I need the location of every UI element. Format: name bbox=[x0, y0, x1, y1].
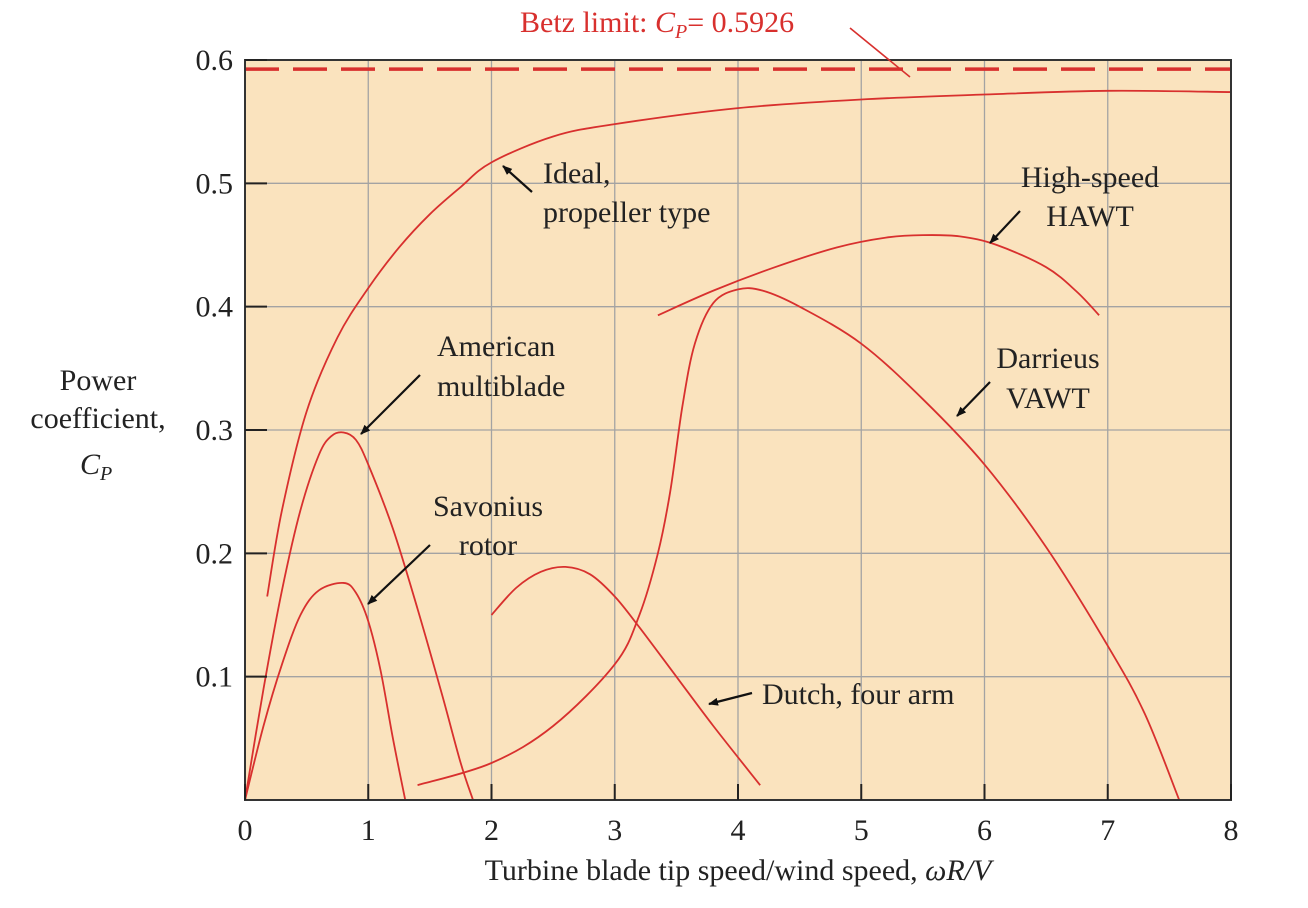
annotation-darrieus-line-2: VAWT bbox=[1006, 382, 1090, 415]
y-tick-label: 0.5 bbox=[196, 167, 234, 200]
y-axis-title-line-1: Power bbox=[60, 364, 137, 397]
curve-darrieus-vawt bbox=[417, 287, 1181, 800]
betz-leader-line bbox=[849, 27, 911, 78]
y-axis-title-symbol: CP bbox=[80, 448, 112, 485]
y-tick-label: 0.3 bbox=[196, 414, 234, 447]
x-tick-label: 7 bbox=[1100, 814, 1115, 847]
x-tick-label: 3 bbox=[607, 814, 622, 847]
x-tick-label: 0 bbox=[238, 814, 253, 847]
curve-savonius-rotor bbox=[245, 582, 407, 800]
curve-dutch-four-arm bbox=[490, 565, 761, 786]
x-tick-label: 6 bbox=[977, 814, 992, 847]
annotation-darrieus-line-1: Darrieus bbox=[996, 342, 1099, 375]
x-tick-label: 5 bbox=[854, 814, 869, 847]
annotation-savonius-line-2: rotor bbox=[459, 529, 517, 562]
curve-american-multiblade bbox=[245, 431, 474, 800]
annotation-darrieus-arrow bbox=[956, 381, 991, 417]
curve-high-speed-hawt bbox=[657, 234, 1100, 317]
curves bbox=[245, 89, 1231, 800]
annotation-savonius-line-1: Savonius bbox=[433, 490, 543, 523]
annotation-ideal-line-1: Ideal, bbox=[543, 157, 610, 190]
annotation-hawt-arrow bbox=[989, 210, 1021, 244]
x-axis-title: Turbine blade tip speed/wind speed, ωR/V bbox=[485, 854, 995, 887]
x-axis-title-math: ωR/V bbox=[925, 854, 995, 887]
curve-ideal-propeller-type bbox=[266, 89, 1231, 597]
annotation-dutch: Dutch, four arm bbox=[762, 678, 954, 711]
annotation-hawt-line-2: HAWT bbox=[1046, 200, 1134, 233]
y-tick-label: 0.1 bbox=[196, 661, 234, 694]
annotation-american-arrow bbox=[360, 374, 421, 435]
axis-ticks: 0 1 2 3 4 5 6 7 8 0.1 0.2 0.3 0.4 0.5 0.6 bbox=[196, 44, 1239, 847]
betz-label-subscript: P bbox=[674, 21, 687, 43]
annotation-dutch-arrow bbox=[708, 691, 753, 706]
y-tick-label: 0.4 bbox=[196, 291, 234, 324]
betz-label-symbol: C bbox=[655, 6, 676, 39]
x-tick-label: 2 bbox=[484, 814, 499, 847]
annotation-savonius-arrow bbox=[367, 544, 431, 605]
annotation-american-line-1: American bbox=[437, 330, 555, 363]
y-tick-label: 0.6 bbox=[196, 44, 234, 77]
grid-lines bbox=[245, 60, 1231, 800]
annotation-hawt-line-1: High-speed bbox=[1021, 161, 1159, 194]
x-tick-label: 1 bbox=[361, 814, 376, 847]
x-tick-label: 8 bbox=[1224, 814, 1239, 847]
annotation-ideal-line-2: propeller type bbox=[543, 196, 710, 229]
annotation-american-line-2: multiblade bbox=[437, 370, 565, 403]
betz-limit-label: Betz limit: CP= 0.5926 bbox=[520, 6, 794, 43]
annotation-ideal-arrow bbox=[502, 165, 533, 193]
x-axis-title-prefix: Turbine blade tip speed/wind speed, bbox=[485, 854, 926, 887]
y-tick-label: 0.2 bbox=[196, 537, 234, 570]
betz-label-suffix: = 0.5926 bbox=[687, 6, 794, 39]
x-tick-label: 4 bbox=[731, 814, 746, 847]
y-axis-subscript: P bbox=[99, 463, 112, 485]
y-axis-symbol: C bbox=[80, 448, 101, 481]
y-axis-title-line-2: coefficient, bbox=[30, 402, 165, 435]
betz-label-prefix: Betz limit: bbox=[520, 6, 655, 39]
